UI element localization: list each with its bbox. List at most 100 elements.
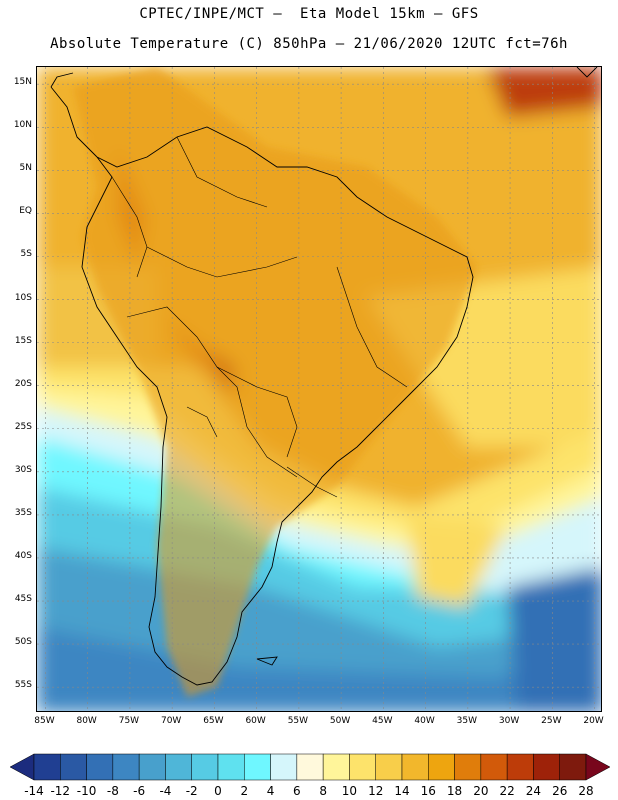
colorbar-swatch (480, 753, 508, 781)
map-panel (36, 66, 602, 712)
border-chile-argentina-north (186, 406, 218, 438)
colorbar-tick-label: -4 (159, 784, 172, 798)
coastline (50, 67, 598, 686)
lat-label: 5N (19, 163, 32, 174)
lon-label: 75W (118, 716, 140, 726)
colorbar-tick-label: 4 (266, 784, 275, 798)
colorbar-swatch (428, 753, 455, 781)
colorbar-swatch (454, 753, 482, 781)
lon-label: 20W (583, 716, 604, 726)
colorbar-tick-label: 26 (552, 784, 568, 798)
lat-label: 5S (20, 249, 32, 260)
lat-label: 30S (14, 464, 32, 475)
lon-label: 80W (76, 716, 97, 726)
colorbar-tick-label: -14 (24, 784, 44, 798)
coastline-island (576, 67, 598, 78)
coastline-central-america (50, 72, 74, 88)
colorbar-arrow-low (10, 753, 35, 781)
colorbar-swatch (244, 753, 271, 781)
colorbar-swatch (375, 753, 403, 781)
border-colombia (111, 176, 148, 278)
lon-label: 40W (414, 716, 435, 726)
colorbar-tick-label: 2 (240, 784, 249, 798)
lat-label: 20S (14, 378, 32, 389)
lat-label: 55S (14, 680, 32, 691)
colorbar-tick-label: 10 (341, 784, 358, 798)
colorbar-swatch (86, 753, 114, 781)
colorbar-swatch (112, 753, 140, 781)
lat-label: 25S (14, 421, 32, 432)
lat-label: 35S (14, 507, 32, 518)
colorbar-swatch (533, 753, 560, 781)
colorbar-swatch (270, 753, 298, 781)
lon-label: 30W (498, 716, 520, 726)
colorbar-tick-label: 20 (473, 784, 489, 798)
colorbar-swatch (322, 753, 350, 781)
lon-label: 45W (372, 716, 393, 726)
colorbar-tick-label: -10 (76, 784, 97, 798)
lon-label: 70W (160, 716, 182, 726)
lat-label: 10S (14, 292, 32, 303)
colorbar-tick-label: -8 (106, 784, 119, 798)
lon-label: 65W (203, 716, 224, 726)
colorbar-tick-label: 14 (394, 784, 410, 798)
colorbar-tick-label: 22 (499, 784, 515, 798)
colorbar-swatch (60, 753, 87, 781)
map-grid (37, 67, 601, 711)
lon-label: 60W (245, 716, 266, 726)
lat-label: 15N (13, 77, 32, 88)
border-uruguay (286, 466, 338, 498)
colorbar-swatch (296, 753, 324, 781)
lon-label: 35W (456, 716, 477, 726)
colorbar-swatch (506, 753, 534, 781)
colorbar-swatch (349, 753, 376, 781)
colorbar-swatch (559, 753, 587, 781)
lat-label: 45S (14, 594, 32, 605)
border-amazon (146, 246, 298, 278)
border-brazil-states (336, 266, 408, 388)
lon-label: 85W (34, 716, 55, 726)
field-deep-blue-southeast (507, 567, 601, 711)
coastline-falklands (256, 656, 278, 666)
colorbar (10, 753, 610, 781)
coastline-south-america (50, 86, 474, 686)
colorbar-swatch (217, 753, 245, 781)
lon-label: 50W (329, 716, 351, 726)
title-line-2: Absolute Temperature (C) 850hPa – 21/06/… (50, 36, 568, 52)
colorbar-tick-label: 12 (368, 784, 384, 798)
land-tint (73, 67, 477, 697)
colorbar-tick-label: -12 (50, 784, 71, 798)
colorbar-swatch (401, 753, 429, 781)
field-hot-northeast (487, 67, 601, 117)
lat-label: 15S (14, 335, 32, 346)
borders (111, 136, 408, 498)
title-line-1: CPTEC/INPE/MCT – Eta Model 15km – GFS (139, 6, 479, 22)
field-south-atlantic-tongue (407, 517, 507, 607)
colorbar-arrow-high (585, 753, 610, 781)
border-peru-bolivia (126, 306, 238, 388)
border-paraguay (236, 386, 298, 478)
colorbar-tick-label: 18 (446, 784, 463, 798)
colorbar-tick-label: -6 (133, 784, 146, 798)
temperature-map (37, 67, 601, 711)
colorbar-tick-label: 6 (293, 784, 301, 798)
lat-label: EQ (19, 206, 32, 217)
lon-label: 25W (541, 716, 562, 726)
colorbar-swatch (138, 753, 166, 781)
lat-label: 10N (13, 120, 32, 131)
border-bolivia-brazil (216, 366, 298, 458)
colorbar-tick-label: -2 (185, 784, 198, 798)
field-deep-blue-south (37, 627, 601, 711)
colorbar-swatch (165, 753, 192, 781)
colorbar-tick-label: 16 (420, 784, 436, 798)
colorbar-swatch (191, 753, 219, 781)
lat-label: 50S (14, 637, 32, 648)
lon-label: 55W (287, 716, 309, 726)
colorbar-tick-label: 8 (319, 784, 327, 798)
border-venezuela (176, 136, 268, 208)
colorbar-tick-label: 0 (214, 784, 222, 798)
colorbar-swatch (33, 753, 61, 781)
lat-label: 40S (14, 550, 32, 561)
colorbar-tick-label: 28 (578, 784, 594, 798)
colorbar-tick-label: 24 (525, 784, 542, 798)
